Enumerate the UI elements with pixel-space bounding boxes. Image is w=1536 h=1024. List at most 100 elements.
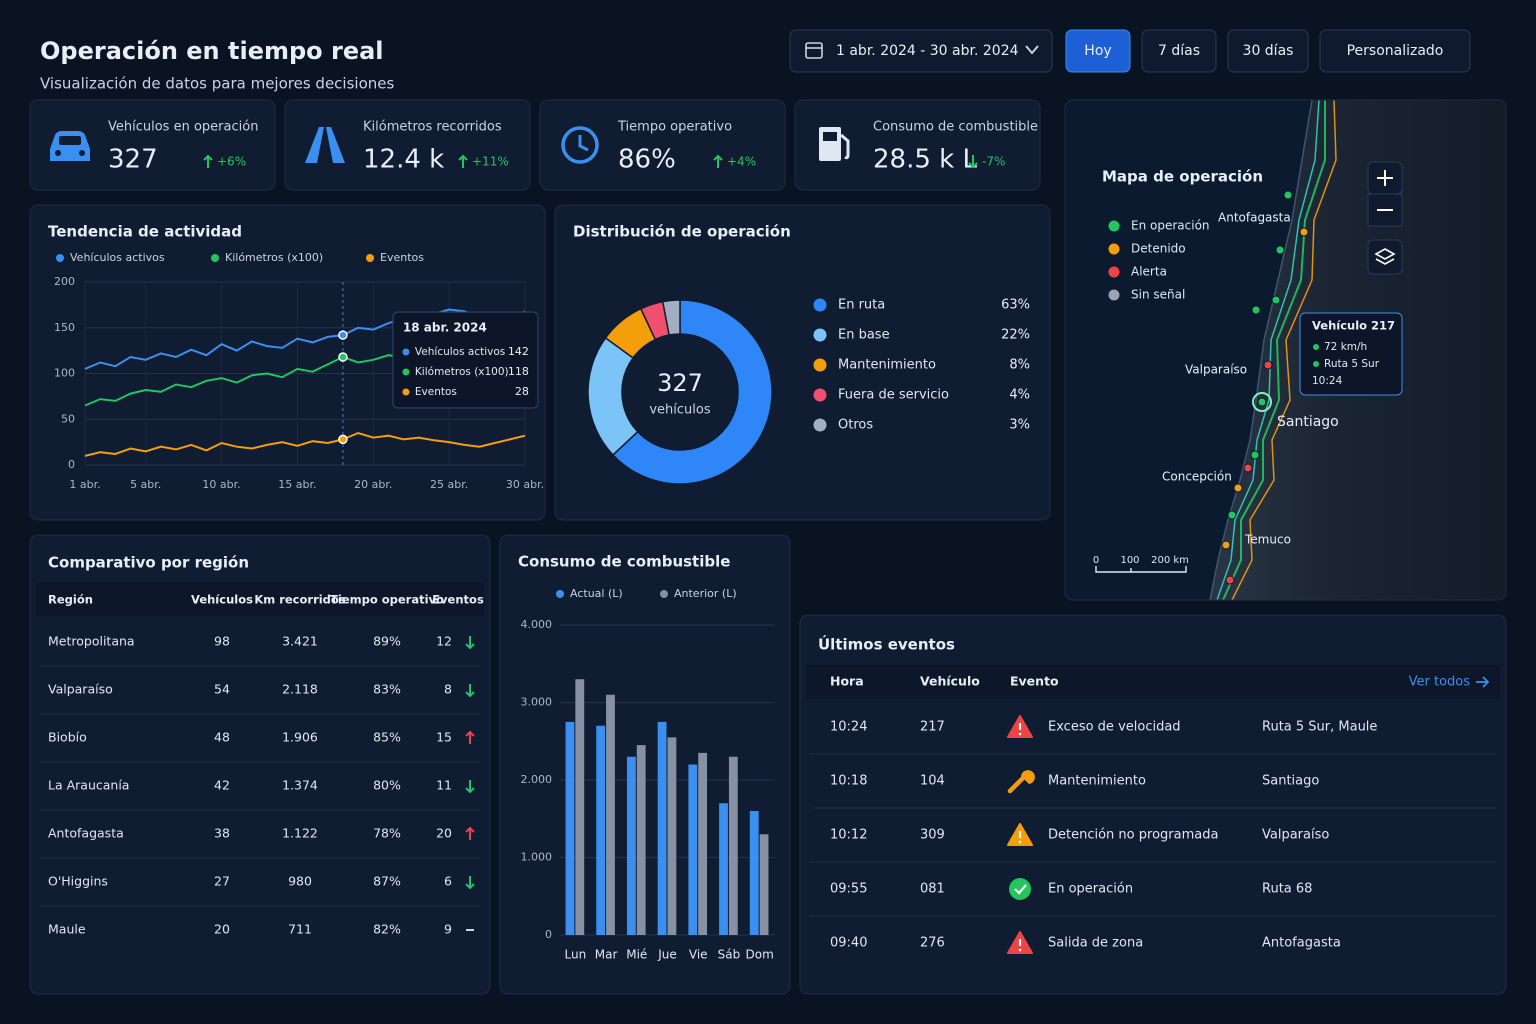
table-cell: 27	[214, 874, 230, 889]
zoom-glyph[interactable]	[1377, 170, 1393, 186]
column-header: Vehículo	[920, 674, 980, 689]
y-tick-label: 0	[68, 458, 75, 471]
legend-label: En base	[838, 328, 890, 343]
event-vehicle: 309	[920, 828, 945, 843]
kpi-delta: +6%	[217, 155, 246, 169]
kpi-value: 86%	[618, 145, 676, 175]
bar	[626, 756, 636, 935]
column-header: Km recorridos	[254, 593, 346, 607]
tooltip-swatch	[1313, 344, 1319, 350]
bar	[565, 721, 575, 935]
range-button-label[interactable]: Hoy	[1084, 43, 1111, 59]
vehicle-dot	[1251, 305, 1261, 315]
bar	[728, 756, 738, 935]
column-header: Vehículos	[191, 593, 253, 607]
chart-title: Distribución de operación	[573, 223, 791, 241]
kpi-delta: +4%	[727, 155, 756, 169]
scale-label: 0	[1093, 555, 1099, 566]
ok-check	[1014, 884, 1027, 895]
range-button[interactable]	[1227, 29, 1309, 73]
table-cell: 98	[214, 634, 230, 649]
city-label: Concepción	[1162, 470, 1232, 484]
date-picker[interactable]	[789, 29, 1053, 73]
table-cell: 15	[436, 730, 452, 745]
x-tick-label: Vie	[689, 948, 708, 962]
legend-swatch	[813, 388, 827, 402]
legend-swatch	[813, 328, 827, 342]
tooltip-title: 18 abr. 2024	[403, 321, 487, 335]
event-name: Exceso de velocidad	[1048, 720, 1181, 735]
x-tick-label: 1 abr.	[69, 478, 100, 491]
column-header: Eventos	[432, 593, 484, 607]
link-arrow[interactable]	[1476, 676, 1490, 688]
event-name: En operación	[1048, 882, 1133, 897]
value-label: 8%	[1009, 358, 1030, 373]
trend-down	[465, 876, 475, 890]
tooltip-swatch	[1313, 361, 1319, 367]
bar	[698, 752, 708, 935]
event-vehicle: 104	[920, 774, 945, 789]
view-all-link[interactable]: Ver todos	[1409, 675, 1471, 690]
table-cell: 3.421	[282, 634, 318, 649]
alert-dot	[1018, 840, 1022, 844]
x-tick-label: 5 abr.	[130, 478, 161, 491]
bar	[657, 721, 667, 935]
layers-button[interactable]	[1367, 239, 1403, 275]
x-tick-label: 25 abr.	[430, 478, 468, 491]
table-cell: 12	[436, 634, 452, 649]
trend-down	[465, 780, 475, 794]
kpi-card	[794, 99, 1041, 191]
tooltip	[392, 311, 539, 409]
kpi-card	[29, 99, 276, 191]
y-tick-label: 1.000	[521, 851, 553, 864]
table-cell: 711	[288, 922, 312, 937]
vehicle-dot	[1250, 450, 1260, 460]
legend-label: Otros	[838, 418, 873, 433]
map-border	[1064, 99, 1507, 601]
donut-chart-panel	[554, 204, 1051, 521]
column-header: Tiempo operativo	[330, 593, 444, 607]
page-title: Operación en tiempo real	[40, 37, 384, 65]
range-button[interactable]	[1319, 29, 1471, 73]
donut-center-value: 327	[657, 369, 703, 397]
table-cell: 1.122	[282, 826, 318, 841]
range-button-label[interactable]: 30 días	[1243, 43, 1294, 59]
legend-swatch	[56, 254, 64, 262]
range-button[interactable]	[1065, 29, 1131, 73]
tooltip-series: Eventos	[415, 386, 457, 398]
layers-glyph[interactable]	[1374, 248, 1396, 265]
legend-label: En ruta	[838, 298, 885, 313]
trend-up	[465, 826, 475, 840]
event-vehicle: 081	[920, 882, 945, 897]
range-button-label[interactable]: 7 días	[1158, 43, 1200, 59]
scale-label: 200 km	[1151, 555, 1189, 566]
event-location: Antofagasta	[1262, 936, 1341, 951]
table-cell: Metropolitana	[48, 634, 135, 649]
table-cell: La Araucanía	[48, 778, 129, 793]
clock-icon	[561, 126, 599, 164]
tooltip-series: Vehículos activos	[415, 346, 505, 358]
table-cell: 38	[214, 826, 230, 841]
table-header	[36, 582, 484, 616]
legend-label: Sin señal	[1131, 288, 1185, 302]
table-cell: 42	[214, 778, 230, 793]
legend-label: Mantenimiento	[838, 358, 936, 373]
kpi-value: 28.5 k L	[873, 145, 977, 175]
event-time: 09:40	[830, 936, 867, 951]
event-location: Ruta 5 Sur, Maule	[1262, 720, 1377, 735]
x-tick-label: Dom	[746, 948, 774, 962]
vehicle-dot	[1227, 510, 1237, 520]
donut-slice	[611, 299, 773, 485]
event-location: Valparaíso	[1262, 828, 1329, 843]
y-tick-label: 2.000	[521, 773, 553, 786]
kpi-name: Kilómetros recorridos	[363, 120, 502, 135]
trend-down	[465, 636, 475, 650]
range-button-label[interactable]: Personalizado	[1347, 43, 1444, 59]
bar	[636, 745, 646, 935]
map-tooltip-time: 10:24	[1312, 375, 1343, 387]
vehicle-dot	[1283, 190, 1293, 200]
legend-swatch	[1108, 289, 1120, 301]
kpi-name: Tiempo operativo	[617, 120, 732, 135]
range-button[interactable]	[1141, 29, 1217, 73]
